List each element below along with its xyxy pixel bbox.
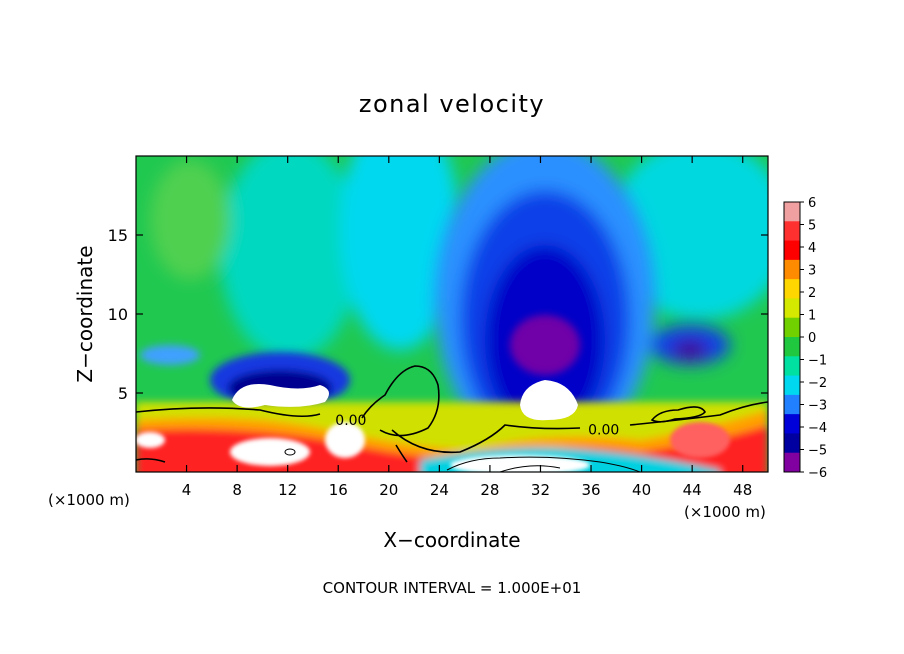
colorbar-swatch bbox=[784, 394, 800, 415]
colorbar-swatch bbox=[784, 279, 800, 299]
colorbar-label: −3 bbox=[808, 399, 827, 414]
colorbar-label: 5 bbox=[808, 219, 816, 234]
x-tick-label: 4 bbox=[182, 481, 192, 499]
colorbar-swatch bbox=[784, 240, 800, 261]
colorbar-swatch bbox=[784, 317, 800, 338]
colorbar-swatch bbox=[784, 337, 800, 357]
y-axis: 5 10 15 bbox=[108, 226, 768, 403]
x-tick-label: 12 bbox=[278, 481, 297, 499]
contour-label: 0.00 bbox=[588, 422, 619, 438]
colorbar-label: 0 bbox=[808, 331, 816, 346]
colorbar-swatch bbox=[784, 298, 800, 319]
x-tick-label: 48 bbox=[733, 481, 752, 499]
x-tick-label: 28 bbox=[480, 481, 499, 499]
y-tick-label: 10 bbox=[108, 305, 128, 324]
chart-title: zonal velocity bbox=[359, 90, 545, 118]
colorbar-label: −5 bbox=[808, 444, 827, 459]
x-tick-label: 40 bbox=[632, 481, 651, 499]
x-tick-label: 16 bbox=[329, 481, 348, 499]
y-axis-label: Z−coordinate bbox=[73, 245, 97, 382]
x-tick-label: 24 bbox=[430, 481, 449, 499]
colorbar-label: 1 bbox=[808, 309, 816, 324]
contour-label: 0.00 bbox=[335, 413, 366, 429]
colorbar: 6 5 4 3 2 1 0 −1 −2 −3 −4 −5 −6 bbox=[783, 196, 827, 481]
x-tick-label: 36 bbox=[581, 481, 600, 499]
contour-interval-note: CONTOUR INTERVAL = 1.000E+01 bbox=[323, 579, 582, 597]
colorbar-label: 6 bbox=[808, 196, 816, 211]
colorbar-swatch bbox=[784, 356, 800, 377]
colorbar-swatch bbox=[784, 202, 800, 222]
x-unit-right: (×1000 m) bbox=[684, 503, 766, 521]
colorbar-swatch bbox=[784, 259, 800, 280]
colorbar-swatch bbox=[784, 221, 800, 242]
colorbar-label: −6 bbox=[808, 466, 827, 481]
colorbar-swatch bbox=[784, 433, 800, 454]
y-tick-label: 15 bbox=[108, 226, 128, 245]
colorbar-label: −1 bbox=[808, 354, 827, 369]
x-tick-label: 44 bbox=[683, 481, 702, 499]
colorbar-swatch bbox=[784, 414, 800, 434]
colorbar-label: 2 bbox=[808, 286, 816, 301]
colorbar-swatch bbox=[784, 375, 800, 396]
contour-labels: 0.00 0.00 bbox=[335, 413, 619, 438]
colorbar-label: −4 bbox=[808, 421, 827, 436]
colorbar-swatch bbox=[784, 452, 800, 473]
x-tick-label: 20 bbox=[379, 481, 398, 499]
colorbar-label: 4 bbox=[808, 241, 816, 256]
x-axis: 4 8 12 16 20 24 28 32 36 40 44 48 bbox=[182, 156, 752, 499]
x-tick-label: 8 bbox=[232, 481, 242, 499]
velocity-field bbox=[136, 156, 768, 472]
y-tick-label: 5 bbox=[118, 384, 128, 403]
colorbar-label: 3 bbox=[808, 264, 816, 279]
x-tick-label: 32 bbox=[531, 481, 550, 499]
x-axis-label: X−coordinate bbox=[383, 528, 520, 552]
x-unit-left: (×1000 m) bbox=[48, 491, 130, 509]
colorbar-label: −2 bbox=[808, 376, 827, 391]
